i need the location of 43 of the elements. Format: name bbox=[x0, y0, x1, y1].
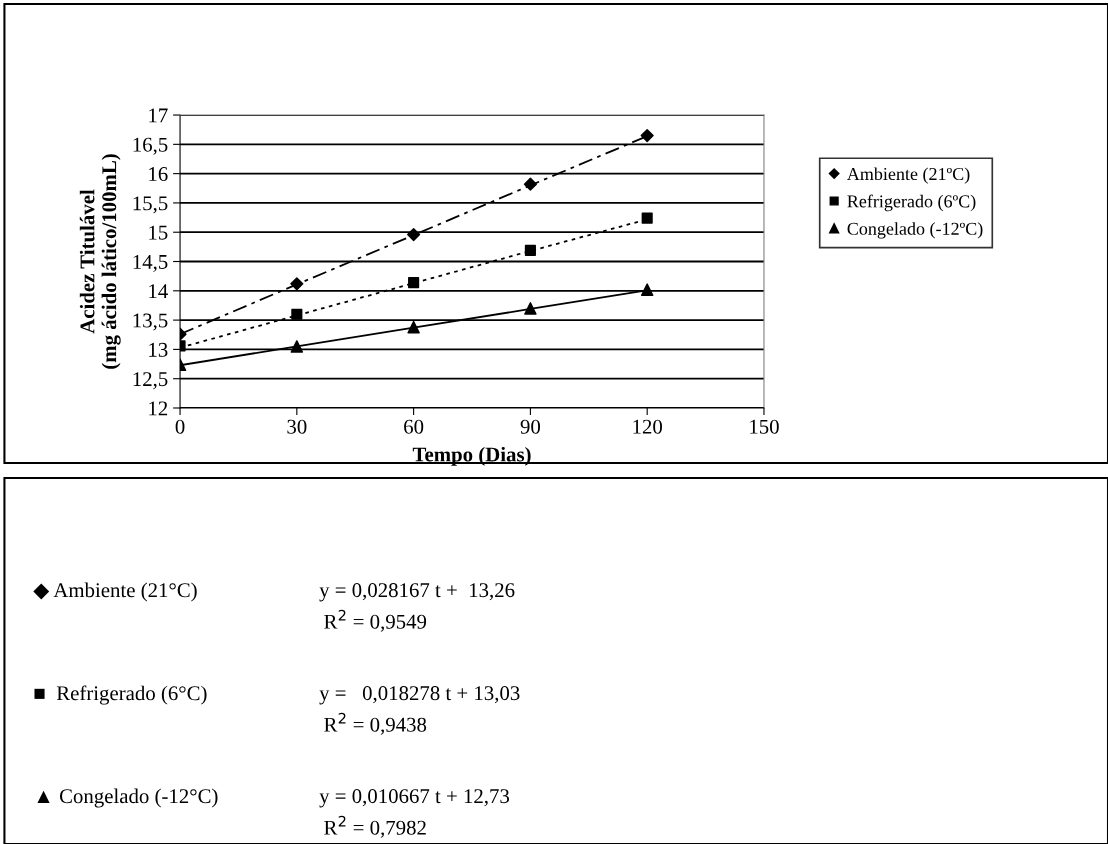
text: y = 0,018278 t + 13,03 bbox=[319, 686, 520, 705]
point bbox=[640, 128, 654, 143]
text: R$^{2}$ = 0,7982 bbox=[324, 815, 426, 838]
legend-label: Refrigerado (6ºC) bbox=[847, 194, 976, 212]
text: ▲ Congelado (-12°C) bbox=[37, 788, 218, 808]
x-tick-label: 90 bbox=[520, 419, 541, 434]
text: y = 0,010667 t + 12,73 bbox=[319, 789, 510, 808]
point bbox=[408, 277, 420, 289]
point bbox=[640, 283, 654, 296]
legend-label: Congelado (-12ºC) bbox=[847, 222, 983, 239]
y-tick-label: 12,5 bbox=[133, 372, 168, 390]
y-tick-label: 12 bbox=[149, 401, 168, 416]
y-tick-label: 16 bbox=[149, 167, 168, 182]
point bbox=[523, 177, 537, 191]
y-tick-label: 13 bbox=[149, 342, 168, 357]
y-tick-label: 15,5 bbox=[133, 196, 168, 214]
point bbox=[524, 302, 537, 315]
y-tick-label: 14 bbox=[149, 284, 168, 299]
y-axis-title: Acidez Titulável (mg ácido lático/100mL) bbox=[79, 154, 121, 369]
x-axis-title: Tempo (Dias) bbox=[412, 446, 531, 466]
text: y = 0,028167 t + 13,26 bbox=[319, 583, 515, 602]
point bbox=[407, 320, 420, 334]
x-tick-label: 60 bbox=[404, 419, 424, 434]
y-tick-label: 16,5 bbox=[133, 137, 168, 155]
text: ■ Refrigerado (6°C) bbox=[34, 685, 207, 705]
point bbox=[290, 340, 304, 353]
y-tick-label: 13,5 bbox=[133, 313, 168, 331]
point bbox=[291, 308, 303, 320]
text: ◆ Ambiente (21°C) bbox=[33, 582, 197, 602]
x-tick-label: 0 bbox=[175, 419, 185, 434]
point bbox=[524, 244, 536, 256]
y-tick-label: 15 bbox=[149, 225, 168, 240]
point bbox=[407, 227, 421, 242]
x-tick-label: 120 bbox=[633, 419, 663, 434]
legend-label: Ambiente (21ºC) bbox=[846, 167, 970, 184]
x-tick-label: 150 bbox=[750, 419, 779, 434]
text: R$^{2}$ = 0,9438 bbox=[324, 712, 427, 735]
text: R$^{2}$ = 0,9549 bbox=[324, 609, 427, 632]
x-tick-label: 30 bbox=[287, 419, 307, 434]
point bbox=[641, 212, 653, 224]
y-tick-label: 14,5 bbox=[133, 254, 168, 272]
point bbox=[290, 277, 304, 291]
y-tick-label: 17 bbox=[149, 108, 168, 123]
